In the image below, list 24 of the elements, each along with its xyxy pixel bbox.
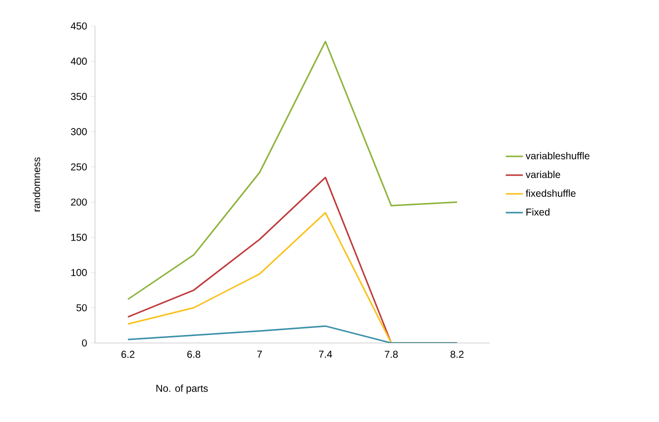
x-tick-label: 6.2	[121, 350, 134, 358]
line-series	[127, 325, 458, 343]
y-tick-label: 450	[70, 22, 87, 30]
x-tick-label: 7	[257, 350, 262, 358]
y-tick-label: 100	[71, 269, 87, 276]
x-axis-title: No. of parts	[156, 384, 208, 394]
y-tick-label: 300	[70, 128, 87, 136]
x-tick-label: 6.8	[187, 350, 200, 358]
y-axis-title: randomness	[32, 157, 40, 212]
legend-label: Fixed	[526, 208, 550, 216]
x-tick-label: 8.2	[450, 350, 464, 358]
y-tick-label: 50	[76, 304, 87, 312]
y-tick-label: 200	[71, 198, 87, 206]
x-tick-label: 7.4	[318, 350, 332, 358]
x-tick-label: 7.8	[384, 350, 398, 358]
y-tick-label: 150	[71, 234, 87, 241]
y-tick-label: 350	[70, 92, 87, 100]
legend-label: fixedshuffle	[526, 189, 576, 197]
legend-label: variable	[526, 170, 560, 178]
y-tick-label: 400	[70, 58, 87, 65]
y-tick-label: 0	[82, 339, 87, 347]
y-tick-label: 250	[71, 163, 87, 170]
legend-label: variableshuffle	[526, 152, 590, 160]
line-series	[127, 40, 458, 300]
